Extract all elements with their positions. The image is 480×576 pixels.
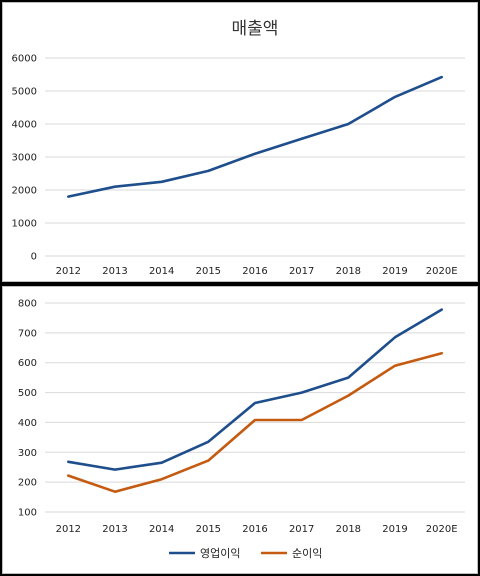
- profit-chart-panel: 100 200 300 400 500 600 700 800 2012 2013 2014 2015…: [2, 286, 478, 574]
- revenue-chart-panel: 매출액 0 1000 2000 3000 4000 5000 6000 2012 2013 2014…: [2, 2, 478, 282]
- x-tick-label: 2016: [242, 524, 267, 535]
- y-tick-label: 700: [18, 328, 37, 339]
- x-tick-label: 2020E: [426, 266, 458, 277]
- series-line-영업이익: [67, 308, 444, 471]
- y-tick-label: 3000: [12, 153, 37, 164]
- x-tick-label: 2020E: [426, 524, 458, 535]
- legend-label: 영업이익: [200, 547, 240, 560]
- x-tick-label: 2012: [56, 524, 81, 535]
- y-tick-label: 500: [18, 388, 37, 399]
- x-tick-label: 2014: [149, 524, 174, 535]
- x-tick-label: 2016: [242, 266, 267, 277]
- profit-chart: 100 200 300 400 500 600 700 800 2012 2013 2014 2015…: [18, 299, 465, 560]
- x-tick-label: 2019: [382, 524, 407, 535]
- x-tick-label: 2018: [336, 524, 361, 535]
- x-tick-label: 2017: [289, 266, 314, 277]
- y-tick-label: 4000: [12, 120, 37, 131]
- y-tick-label: 5000: [12, 87, 37, 98]
- y-tick-label: 400: [18, 418, 37, 429]
- revenue-chart: 매출액 0 1000 2000 3000 4000 5000 6000 2012 2013 2014…: [12, 19, 465, 277]
- y-tick-label: 800: [18, 299, 37, 310]
- y-tick-label: 0: [31, 252, 37, 263]
- y-tick-label: 600: [18, 358, 37, 369]
- y-tick-label: 100: [18, 508, 37, 519]
- series-line-revenue: [67, 75, 444, 198]
- x-tick-label: 2019: [382, 266, 407, 277]
- y-tick-label: 300: [18, 448, 37, 459]
- x-tick-label: 2018: [336, 266, 361, 277]
- x-tick-label: 2012: [56, 266, 81, 277]
- y-tick-label: 1000: [12, 219, 37, 230]
- x-tick-label: 2015: [196, 524, 221, 535]
- series-line-순이익: [67, 351, 444, 493]
- y-tick-label: 200: [18, 478, 37, 489]
- legend-label: 순이익: [292, 547, 322, 560]
- y-tick-label: 6000: [12, 54, 37, 65]
- x-tick-label: 2013: [102, 524, 127, 535]
- x-tick-label: 2014: [149, 266, 174, 277]
- x-tick-label: 2015: [196, 266, 221, 277]
- chart-title: 매출액: [232, 19, 279, 39]
- y-tick-label: 2000: [12, 186, 37, 197]
- x-tick-label: 2017: [289, 524, 314, 535]
- x-tick-label: 2013: [102, 266, 127, 277]
